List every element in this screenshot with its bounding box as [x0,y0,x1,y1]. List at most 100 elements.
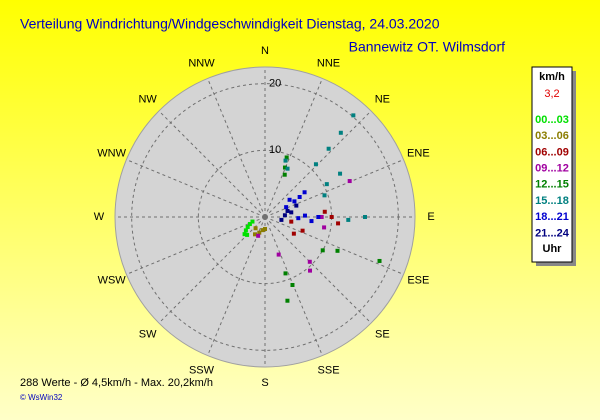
direction-label: SSW [189,364,215,376]
point [316,215,321,219]
point [300,228,305,233]
direction-label: ENE [407,147,430,159]
point [302,213,307,218]
spoke [264,110,372,218]
point [279,217,284,222]
point [263,227,267,231]
legend-label: 00...03 [535,114,569,126]
legend-label: 03...06 [535,130,569,142]
point [338,130,343,135]
legend-footer: Uhr [543,243,563,255]
point [285,298,290,303]
point [313,162,318,167]
spoke [207,216,266,356]
point [247,222,252,227]
point [363,215,367,219]
legend-box [531,66,573,263]
direction-label: ESE [407,274,429,286]
legend-title: km/h [539,71,565,83]
credit: © WsWin32 [20,393,63,402]
point [322,225,327,230]
point [285,166,290,171]
spoke [126,159,266,218]
grid-ring [131,83,399,351]
direction-label: WSW [98,274,127,286]
point [256,233,261,238]
point [287,197,292,202]
chart-title: Verteilung Windrichtung/Windgeschwindigk… [20,16,440,32]
point [285,208,290,213]
point [289,210,294,215]
point [250,219,255,224]
direction-label: NNE [317,58,340,70]
chart-subtitle: Bannewitz OT. Wilmsdorf [349,39,505,55]
direction-label: NNW [188,58,215,70]
spoke [264,216,404,275]
direction-label: N [261,45,269,57]
point [296,216,301,221]
direction-label: NE [375,94,390,106]
spoke [207,78,266,218]
legend-label: 21...24 [535,227,570,239]
point [346,217,351,222]
point [283,271,288,276]
point [245,225,250,229]
point [260,228,265,233]
point [336,221,341,226]
point [257,230,262,235]
point [253,226,258,231]
legend-label: 12...15 [535,179,569,191]
direction-label: SE [375,328,390,340]
point [338,171,343,176]
point [292,199,297,204]
point [307,259,312,264]
polar-plot [114,66,416,368]
point [243,228,248,233]
direction-label: WNW [97,147,126,159]
point [282,172,287,177]
point [302,190,307,195]
point [326,146,331,151]
point [329,215,334,219]
point [284,155,289,160]
point [347,179,352,184]
point [320,248,325,253]
spoke [264,78,323,218]
legend-label: 15...18 [535,195,569,207]
point [290,282,295,287]
point [319,215,324,219]
spoke [264,216,372,324]
point [242,232,247,237]
point [309,219,314,224]
direction-label: SSE [318,364,340,376]
point [245,232,250,237]
spoke [126,216,266,275]
point [307,268,312,273]
point [283,158,288,163]
legend-label: 18...21 [535,211,569,223]
point [322,209,327,214]
point [289,219,294,224]
direction-label: SW [139,328,157,340]
point [351,113,356,118]
summary: 288 Werte - Ø 4,5km/h - Max. 20,2km/h [20,377,213,389]
legend-label: 09...12 [535,163,569,175]
point [282,165,287,170]
current-value: 3,2 [544,88,559,100]
point [322,193,327,198]
spoke [158,110,266,218]
direction-label: NW [138,94,157,106]
point [335,248,340,253]
point [324,182,329,187]
direction-label: W [94,211,105,223]
point [282,213,287,218]
point [253,232,257,237]
point [377,258,382,263]
point [297,195,302,199]
point [294,203,299,208]
r-tick-label: 20 [269,78,281,90]
direction-label: E [427,211,434,223]
point [276,252,281,257]
legend-label: 06...09 [535,146,569,158]
